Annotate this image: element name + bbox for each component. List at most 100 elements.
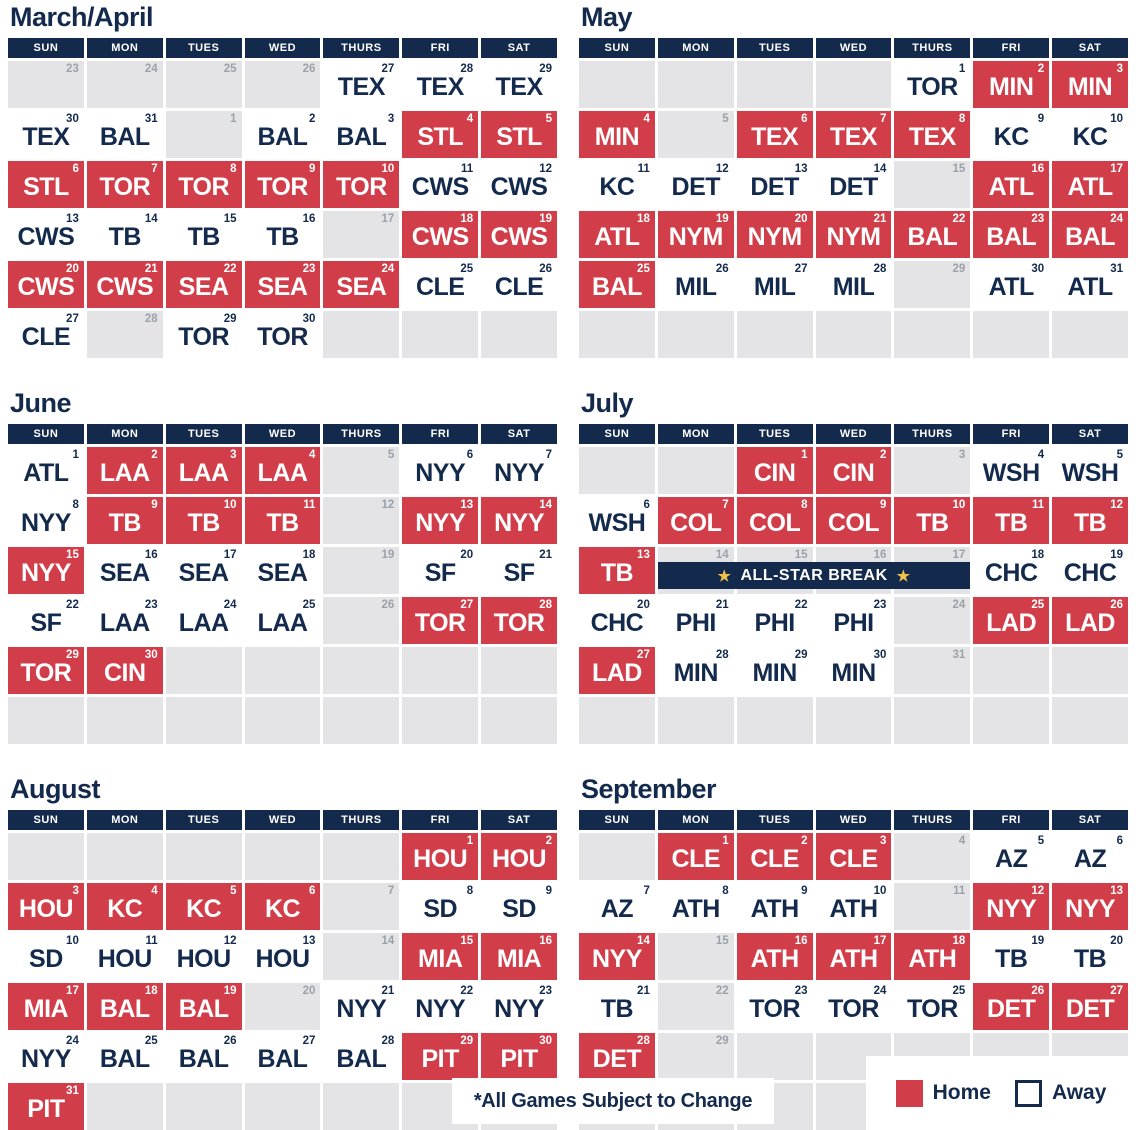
game-cell[interactable]: 23 SEA — [244, 261, 321, 308]
game-cell[interactable]: 26 BAL — [165, 1033, 242, 1080]
game-cell[interactable]: 24 SEA — [323, 261, 400, 308]
game-cell[interactable]: 2 HOU — [481, 833, 557, 880]
game-cell[interactable]: 23 LAA — [86, 597, 163, 644]
game-cell[interactable]: 24 NYY — [8, 1033, 84, 1080]
game-cell[interactable]: 29 TOR — [8, 647, 84, 694]
game-cell[interactable]: 22 SF — [8, 597, 84, 644]
game-cell[interactable]: 21 PHI — [657, 597, 734, 644]
game-cell[interactable]: 11 HOU — [86, 933, 163, 980]
game-cell[interactable]: 3 MIN — [1052, 61, 1128, 108]
game-cell[interactable]: 3 CLE — [815, 833, 892, 880]
game-cell[interactable]: 8 TEX — [894, 111, 971, 158]
game-cell[interactable]: 8 TOR — [165, 161, 242, 208]
game-cell[interactable]: 22 NYY — [402, 983, 479, 1030]
game-cell[interactable]: 2 CLE — [736, 833, 813, 880]
game-cell[interactable]: 22 PHI — [736, 597, 813, 644]
game-cell[interactable]: 20 SF — [402, 547, 479, 594]
game-cell[interactable]: 14 TB — [86, 211, 163, 258]
game-cell[interactable]: 19 BAL — [165, 983, 242, 1030]
game-cell[interactable]: 6 TEX — [736, 111, 813, 158]
game-cell[interactable]: 9 KC — [973, 111, 1050, 158]
game-cell[interactable]: 30 TEX — [8, 111, 84, 158]
game-cell[interactable]: 18 SEA — [244, 547, 321, 594]
game-cell[interactable]: 11 KC — [579, 161, 655, 208]
game-cell[interactable]: 25 BAL — [86, 1033, 163, 1080]
game-cell[interactable]: 20 CWS — [8, 261, 84, 308]
game-cell[interactable]: 4 LAA — [244, 447, 321, 494]
game-cell[interactable]: 18 BAL — [86, 983, 163, 1030]
game-cell[interactable]: 16 TB — [244, 211, 321, 258]
game-cell[interactable]: 30 MIN — [815, 647, 892, 694]
game-cell[interactable]: 19 NYM — [657, 211, 734, 258]
game-cell[interactable]: 9 TB — [86, 497, 163, 544]
game-cell[interactable]: 8 SD — [402, 883, 479, 930]
game-cell[interactable]: 21 CWS — [86, 261, 163, 308]
game-cell[interactable]: 17 SEA — [165, 547, 242, 594]
game-cell[interactable]: 16 ATH — [736, 933, 813, 980]
game-cell[interactable]: 27 TOR — [402, 597, 479, 644]
game-cell[interactable]: 21 NYY — [323, 983, 400, 1030]
game-cell[interactable]: 5 WSH — [1052, 447, 1128, 494]
game-cell[interactable]: 11 TB — [973, 497, 1050, 544]
game-cell[interactable]: 15 NYY — [8, 547, 84, 594]
game-cell[interactable]: 27 TEX — [323, 61, 400, 108]
game-cell[interactable]: 28 TOR — [481, 597, 557, 644]
game-cell[interactable]: 12 TB — [1052, 497, 1128, 544]
game-cell[interactable]: 9 ATH — [736, 883, 813, 930]
game-cell[interactable]: 15 MIA — [402, 933, 479, 980]
game-cell[interactable]: 28 TEX — [402, 61, 479, 108]
game-cell[interactable]: 9 SD — [481, 883, 557, 930]
game-cell[interactable]: 7 TEX — [815, 111, 892, 158]
game-cell[interactable]: 1 CIN — [736, 447, 813, 494]
game-cell[interactable]: 22 BAL — [894, 211, 971, 258]
game-cell[interactable]: 30 ATL — [973, 261, 1050, 308]
game-cell[interactable]: 23 NYY — [481, 983, 557, 1030]
game-cell[interactable]: 3 BAL — [323, 111, 400, 158]
game-cell[interactable]: 9 COL — [815, 497, 892, 544]
game-cell[interactable]: 28 DET — [579, 1033, 655, 1080]
game-cell[interactable]: 1 CLE — [657, 833, 734, 880]
game-cell[interactable]: 2 LAA — [86, 447, 163, 494]
game-cell[interactable]: 20 CHC — [579, 597, 655, 644]
game-cell[interactable]: 6 WSH — [579, 497, 655, 544]
game-cell[interactable]: 12 HOU — [165, 933, 242, 980]
game-cell[interactable]: 14 NYY — [481, 497, 557, 544]
game-cell[interactable]: 21 SF — [481, 547, 557, 594]
game-cell[interactable]: 8 COL — [736, 497, 813, 544]
game-cell[interactable]: 27 MIL — [736, 261, 813, 308]
game-cell[interactable]: 23 PHI — [815, 597, 892, 644]
game-cell[interactable]: 10 ATH — [815, 883, 892, 930]
game-cell[interactable]: 16 MIA — [481, 933, 557, 980]
game-cell[interactable]: 5 AZ — [973, 833, 1050, 880]
game-cell[interactable]: 28 BAL — [323, 1033, 400, 1080]
game-cell[interactable]: 30 CIN — [86, 647, 163, 694]
game-cell[interactable]: 25 BAL — [579, 261, 655, 308]
game-cell[interactable]: 8 NYY — [8, 497, 84, 544]
game-cell[interactable]: 2 MIN — [973, 61, 1050, 108]
game-cell[interactable]: 12 DET — [657, 161, 734, 208]
game-cell[interactable]: 18 CHC — [973, 547, 1050, 594]
game-cell[interactable]: 13 NYY — [1052, 883, 1128, 930]
game-cell[interactable]: 24 TOR — [815, 983, 892, 1030]
game-cell[interactable]: 11 CWS — [402, 161, 479, 208]
game-cell[interactable]: 20 NYM — [736, 211, 813, 258]
game-cell[interactable]: 10 TB — [165, 497, 242, 544]
game-cell[interactable]: 7 TOR — [86, 161, 163, 208]
game-cell[interactable]: 21 NYM — [815, 211, 892, 258]
game-cell[interactable]: 13 TB — [579, 547, 655, 594]
game-cell[interactable]: 7 AZ — [579, 883, 655, 930]
game-cell[interactable]: 25 CLE — [402, 261, 479, 308]
game-cell[interactable]: 1 TOR — [894, 61, 971, 108]
game-cell[interactable]: 4 STL — [402, 111, 479, 158]
game-cell[interactable]: 29 TEX — [481, 61, 557, 108]
game-cell[interactable]: 26 DET — [973, 983, 1050, 1030]
game-cell[interactable]: 2 CIN — [815, 447, 892, 494]
game-cell[interactable]: 12 NYY — [973, 883, 1050, 930]
game-cell[interactable]: 15 TB — [165, 211, 242, 258]
game-cell[interactable]: 27 CLE — [8, 311, 84, 358]
game-cell[interactable]: 28 MIL — [815, 261, 892, 308]
game-cell[interactable]: 25 LAD — [973, 597, 1050, 644]
game-cell[interactable]: 18 ATH — [894, 933, 971, 980]
game-cell[interactable]: 10 SD — [8, 933, 84, 980]
game-cell[interactable]: 22 SEA — [165, 261, 242, 308]
